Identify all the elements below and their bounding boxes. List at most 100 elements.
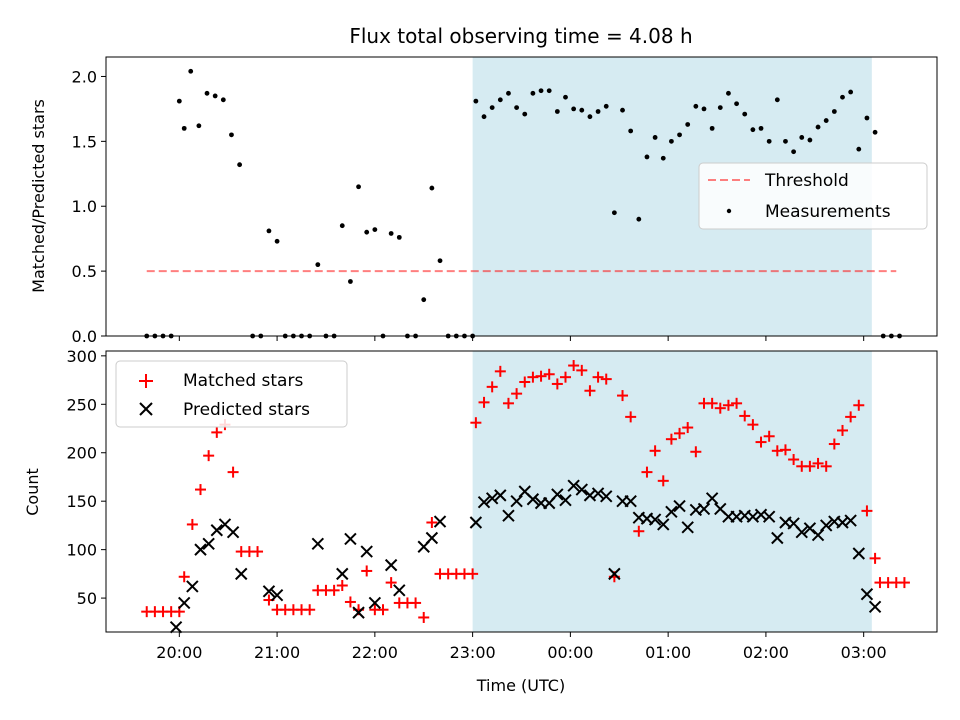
measurement-point: [506, 90, 511, 96]
ratio-legend: Threshold Measurements: [698, 162, 928, 230]
predicted-stars-point: [311, 537, 325, 551]
measurement-point: [750, 127, 756, 133]
matched-stars-point: [494, 365, 506, 377]
predicted-stars-point: [262, 585, 276, 598]
measurement-point: [563, 94, 568, 100]
matched-stars-point: [869, 552, 881, 564]
predicted-stars-point: [665, 505, 678, 519]
measurement-point: [348, 279, 353, 284]
measurement-point: [212, 93, 218, 99]
matched-stars-point: [682, 422, 694, 434]
measurement-point: [481, 114, 487, 120]
measurement-point: [595, 109, 601, 114]
legend-measurements-label: Measurements: [765, 202, 891, 222]
x-tick-label: 23:00: [450, 643, 496, 662]
matched-stars-point: [203, 450, 215, 462]
matched-stars-point: [336, 579, 348, 591]
observing-time-span: [472, 351, 872, 632]
matched-stars-point: [568, 360, 580, 372]
matched-stars-point: [812, 457, 824, 469]
ratio-panel: 0.00.51.01.52.0 Matched/Predicted stars …: [29, 56, 938, 346]
count-panel-frame: [105, 350, 938, 633]
predicted-stars-point: [502, 509, 515, 522]
measurement-point: [554, 109, 560, 114]
ratio-y-tick-label: 2.0: [72, 67, 97, 86]
ratio-legend-box: [698, 162, 928, 230]
predicted-stars-point: [344, 532, 357, 546]
predicted-stars-point: [600, 490, 613, 503]
predicted-stars-point: [657, 518, 670, 531]
matched-stars-point: [625, 411, 637, 423]
ratio-y-tick-label: 0.0: [72, 327, 97, 346]
predicted-stars-point: [368, 596, 382, 610]
predicted-stars-point: [226, 525, 240, 539]
count-y-tick-label: 200: [66, 444, 97, 463]
predicted-stars-point: [559, 494, 572, 507]
measurement-point: [660, 155, 666, 161]
predicted-stars-point: [608, 567, 621, 581]
matched-stars-point: [836, 424, 848, 436]
predicted-stars-point: [186, 580, 199, 593]
matched-stars-point: [617, 390, 629, 402]
predicted-stars-point: [811, 528, 825, 542]
count-y-tick-label: 100: [66, 541, 97, 560]
count-y-tick-label: 300: [66, 347, 97, 366]
predicted-stars-point: [771, 531, 784, 545]
measurement-point: [188, 68, 194, 74]
chart-title: Flux total observing time = 4.08 h: [349, 24, 692, 48]
measurement-point: [421, 297, 427, 303]
matched-stars-point: [722, 399, 734, 411]
measurement-point: [807, 137, 813, 143]
measurement-point: [571, 106, 577, 112]
legend-threshold-label: Threshold: [764, 171, 849, 191]
measurement-point: [709, 125, 715, 131]
predicted-stars-point: [673, 499, 686, 513]
measurement-point: [848, 89, 854, 95]
predicted-stars-point: [433, 515, 447, 528]
predicted-stars-point: [494, 489, 507, 502]
predicted-stars-point: [469, 516, 483, 529]
predicted-stars-point: [567, 479, 580, 492]
measurement-point: [530, 90, 536, 96]
measurement-point: [396, 234, 402, 240]
predicted-stars-point: [202, 537, 215, 551]
matched-stars-point: [478, 396, 490, 408]
matched-stars-point: [418, 611, 430, 623]
measurement-point: [181, 125, 187, 131]
matched-stars-point: [820, 460, 832, 472]
predicted-stars-point: [425, 531, 439, 545]
x-tick-label: 02:00: [743, 643, 789, 662]
predicted-stars-point: [235, 567, 248, 581]
matched-stars-point: [641, 466, 653, 478]
measurement-point: [734, 101, 739, 107]
measurement-point: [717, 105, 723, 111]
measurement-point: [364, 229, 370, 235]
legend-predicted-label: Predicted stars: [183, 400, 310, 420]
measurement-point: [538, 88, 544, 94]
predicted-stars-point: [360, 545, 373, 558]
measurement-point: [815, 124, 821, 130]
measurement-point: [669, 138, 674, 144]
measurement-point: [758, 125, 764, 131]
predicted-stars-point: [624, 494, 637, 508]
measurement-point: [356, 184, 361, 190]
predicted-stars-point: [485, 492, 499, 505]
measurement-point: [799, 135, 805, 140]
measurement-point: [701, 106, 707, 112]
matched-stars-point: [633, 525, 645, 537]
matched-stars-point: [186, 518, 198, 530]
ratio-y-tick-label: 1.5: [72, 132, 97, 151]
matched-stars-point: [779, 444, 791, 456]
matched-stars-point: [747, 419, 759, 431]
matched-stars-point: [304, 604, 316, 616]
predicted-stars-point: [762, 510, 776, 523]
measurement-point: [726, 90, 731, 96]
predicted-stars-point: [526, 493, 540, 506]
matched-stars-point: [551, 378, 563, 390]
x-tick-label: 00:00: [547, 643, 593, 662]
measurement-point: [611, 210, 617, 216]
predicted-stars-point: [393, 584, 406, 597]
measurement-point: [489, 105, 495, 111]
matched-stars-point: [898, 577, 910, 589]
